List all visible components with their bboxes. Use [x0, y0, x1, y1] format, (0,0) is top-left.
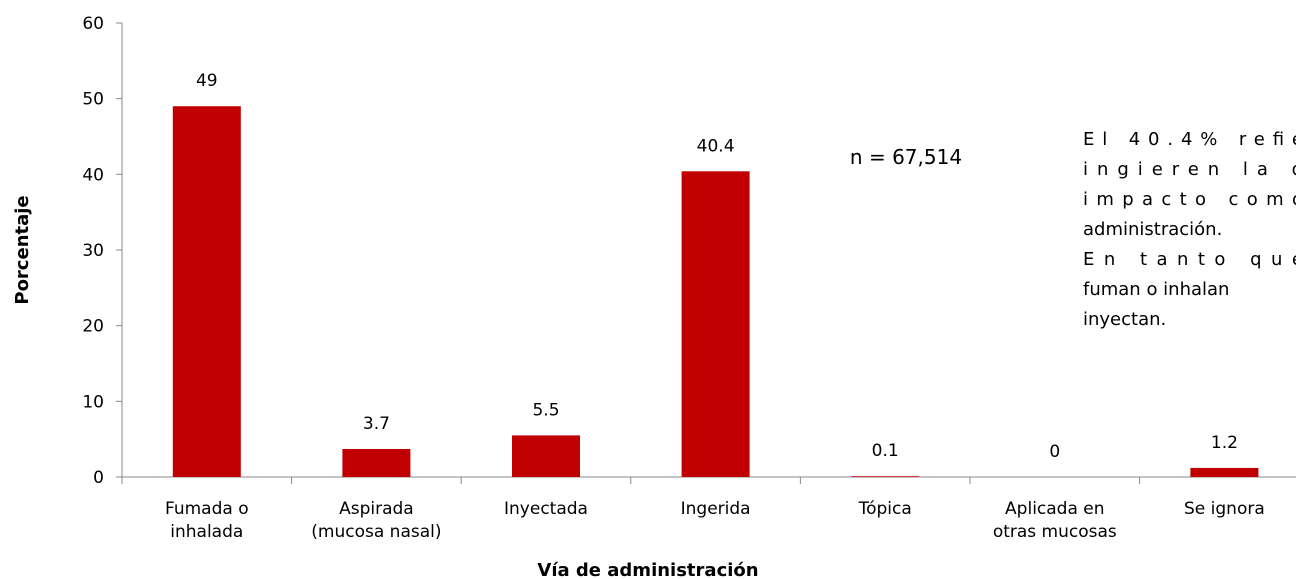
note-line: administración.	[1083, 219, 1222, 240]
value-label: 49	[196, 71, 218, 91]
note-line: ingieren la d	[1083, 159, 1296, 180]
x-tick-label: Aplicada en otras mucosas	[993, 499, 1117, 542]
annotation: n = 67,514	[850, 145, 962, 169]
y-tick-label: 50	[82, 90, 104, 110]
bar	[512, 435, 580, 477]
x-tick-label: Aspirada (mucosa nasal)	[311, 499, 441, 542]
value-label: 3.7	[363, 414, 390, 434]
bar	[342, 449, 411, 477]
x-axis-label: Vía de administración	[537, 560, 758, 579]
bar	[1190, 467, 1259, 477]
note-line: inyectan.	[1083, 309, 1166, 330]
value-label: 1.2	[1211, 433, 1238, 453]
bar	[172, 106, 241, 477]
x-tick-label: Fumada o inhalada	[165, 499, 249, 542]
x-tick-label: Ingerida	[681, 499, 751, 519]
x-tick-label: Inyectada	[504, 499, 588, 519]
value-label: 5.5	[532, 400, 559, 420]
y-tick-label: 60	[82, 14, 104, 34]
note-line: fuman o inhalan	[1083, 279, 1229, 300]
y-tick-label: 20	[82, 317, 104, 337]
note-line: El 40.4% refie	[1083, 129, 1296, 150]
bar	[851, 476, 920, 477]
value-label: 0	[1049, 442, 1060, 462]
y-tick-label: 0	[93, 468, 104, 488]
value-label: 40.4	[697, 136, 735, 156]
note-line: impacto como	[1083, 189, 1296, 210]
y-tick-label: 40	[82, 165, 104, 185]
value-label: 0.1	[872, 441, 899, 461]
note-line: En tanto que	[1083, 249, 1296, 270]
bar	[681, 171, 750, 477]
x-tick-label: Se ignora	[1184, 499, 1265, 519]
y-tick-label: 10	[82, 392, 104, 412]
y-tick-label: 30	[82, 241, 104, 261]
y-axis-label: Porcentaje	[12, 195, 33, 304]
x-tick-label: Tópica	[858, 499, 912, 519]
